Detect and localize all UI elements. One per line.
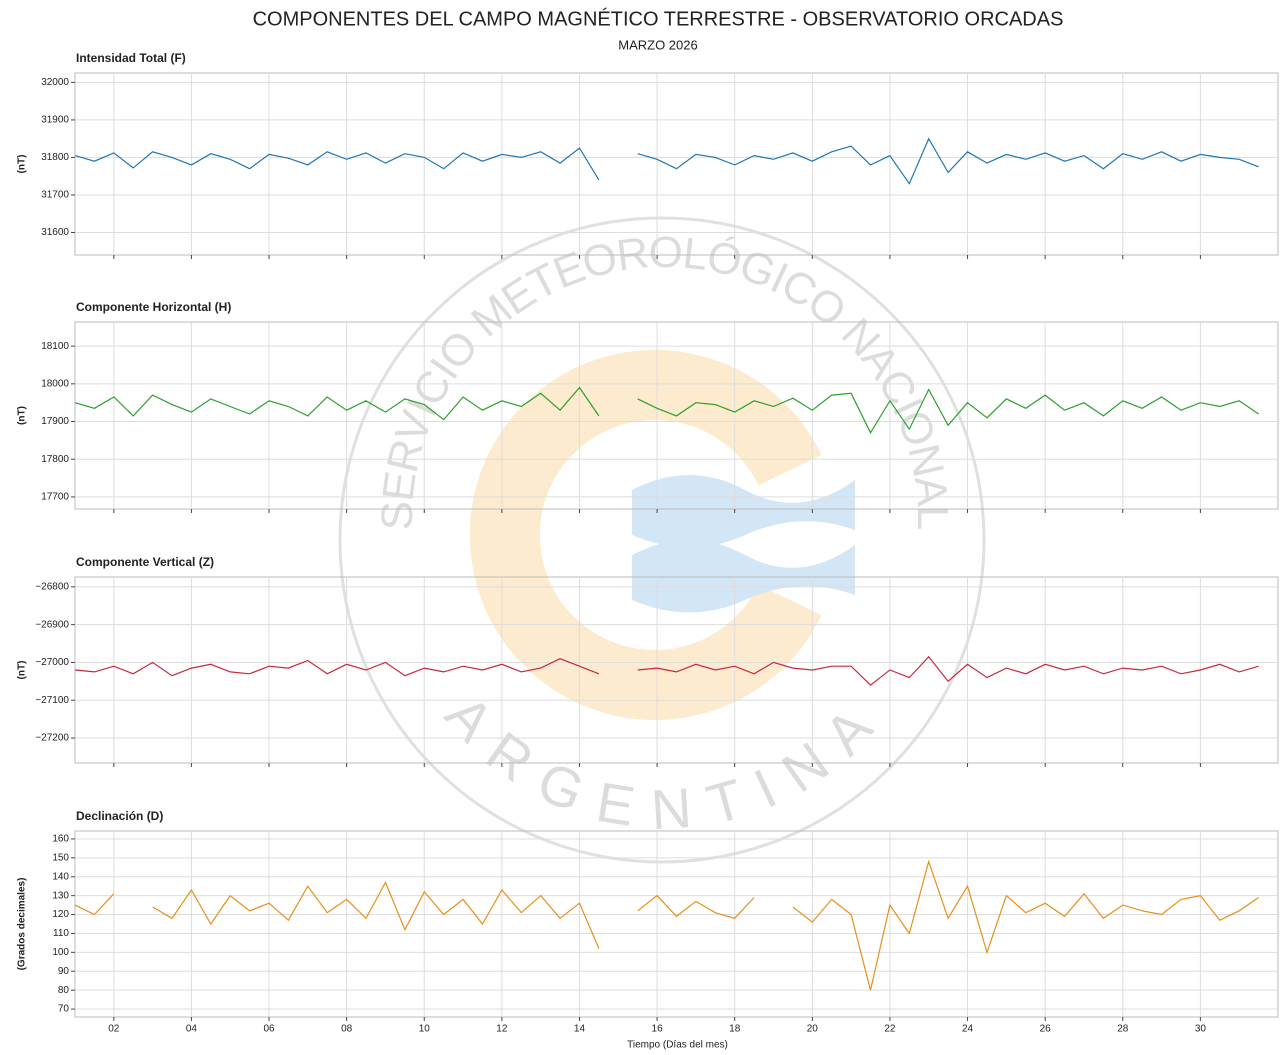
x-tick-label: 02 xyxy=(108,1024,120,1035)
y-tick-label: −27100 xyxy=(35,695,69,706)
x-tick-label: 10 xyxy=(419,1024,431,1035)
x-tick-label: 22 xyxy=(884,1024,896,1035)
y-tick-label: 31800 xyxy=(41,152,69,163)
y-tick-label: 120 xyxy=(52,909,69,920)
y-tick-label: 18100 xyxy=(41,341,69,352)
watermark: SERVICIO METEOROLÓGICO NACIONAL ARGENTIN… xyxy=(338,216,986,864)
y-tick-label: 90 xyxy=(58,966,70,977)
y-tick-label: 110 xyxy=(53,928,69,939)
x-axis-label: Tiempo (Días del mes) xyxy=(627,1040,728,1051)
y-tick-label: 18000 xyxy=(41,378,69,389)
y-tick-label: 140 xyxy=(52,871,69,882)
y-tick-label: 130 xyxy=(52,890,69,901)
plot-area xyxy=(74,830,1279,1018)
x-tick-label: 28 xyxy=(1117,1024,1129,1035)
figure-subtitle: MARZO 2026 xyxy=(618,37,697,52)
y-tick-label: 70 xyxy=(58,1004,70,1015)
x-tick-label: 12 xyxy=(496,1024,508,1035)
x-tick-label: 18 xyxy=(729,1024,741,1035)
y-tick-label: 80 xyxy=(58,985,70,996)
y-tick-label: 32000 xyxy=(41,77,69,88)
x-tick-label: 06 xyxy=(263,1024,275,1035)
plot-area xyxy=(74,321,1279,510)
y-tick-label: 100 xyxy=(52,947,69,958)
panel-title: Declinación (D) xyxy=(76,809,163,823)
x-tick-label: 14 xyxy=(574,1024,586,1035)
y-tick-label: −27200 xyxy=(35,733,69,744)
y-axis-label: (Grados decimales) xyxy=(17,878,28,971)
y-tick-label: 31900 xyxy=(41,115,69,126)
y-tick-label: −26800 xyxy=(35,581,69,592)
panel-title: Intensidad Total (F) xyxy=(76,51,186,65)
panel-title: Componente Vertical (Z) xyxy=(76,555,214,569)
data-line xyxy=(74,859,1259,991)
x-tick-label: 26 xyxy=(1040,1024,1052,1035)
x-tick-label: 16 xyxy=(652,1024,664,1035)
data-line xyxy=(74,655,1259,686)
y-tick-label: 17900 xyxy=(41,416,69,427)
x-tick-label: 08 xyxy=(341,1024,353,1035)
x-tick-label: 24 xyxy=(962,1024,974,1035)
y-axis-label: (nT) xyxy=(17,155,28,174)
data-line xyxy=(74,137,1259,185)
logo-wave xyxy=(632,475,855,548)
panel-title: Componente Horizontal (H) xyxy=(76,300,231,314)
data-line xyxy=(74,386,1259,435)
y-axis-label: (nT) xyxy=(17,406,28,425)
watermark-ring xyxy=(338,216,986,864)
y-tick-label: 150 xyxy=(52,852,69,863)
y-tick-label: −26900 xyxy=(35,619,69,630)
y-tick-label: 31600 xyxy=(41,227,69,238)
y-tick-label: −27000 xyxy=(35,657,69,668)
x-tick-label: 04 xyxy=(186,1024,198,1035)
y-tick-label: 17800 xyxy=(41,454,69,465)
y-tick-label: 160 xyxy=(52,834,69,845)
figure-title: COMPONENTES DEL CAMPO MAGNÉTICO TERRESTR… xyxy=(253,7,1064,30)
x-tick-label: 20 xyxy=(807,1024,819,1035)
x-tick-label: 30 xyxy=(1195,1024,1207,1035)
logo-c xyxy=(469,350,822,720)
y-tick-label: 31700 xyxy=(41,190,69,201)
y-tick-label: 17700 xyxy=(41,492,69,503)
y-axis-label: (nT) xyxy=(17,661,28,680)
plot-area xyxy=(74,72,1279,256)
logo-wave xyxy=(632,540,855,613)
